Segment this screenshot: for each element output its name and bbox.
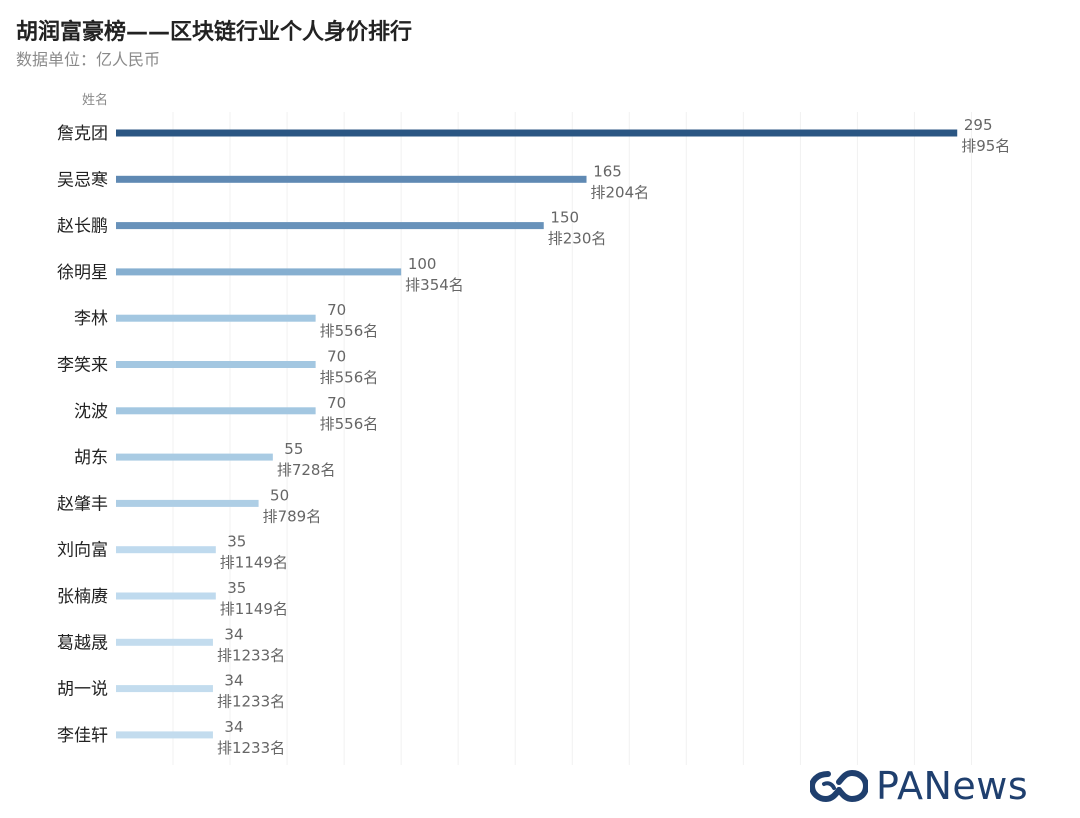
bar xyxy=(116,268,402,276)
value-label: 34 xyxy=(224,625,243,643)
brand-logo: PANews xyxy=(810,764,1028,808)
rank-label: 排95名 xyxy=(961,137,1010,155)
bar xyxy=(116,546,216,554)
category-label: 李林 xyxy=(74,309,108,329)
rank-label: 排556名 xyxy=(320,415,379,433)
category-label: 李佳轩 xyxy=(57,726,108,746)
brand-name: PANews xyxy=(876,764,1029,808)
rank-label: 排789名 xyxy=(263,507,322,525)
category-label: 赵长鹏 xyxy=(57,217,108,237)
category-label: 李笑来 xyxy=(57,356,108,376)
value-label: 35 xyxy=(227,533,246,551)
bar xyxy=(116,453,273,461)
rank-label: 排354名 xyxy=(405,276,464,294)
value-label: 150 xyxy=(550,209,579,227)
rank-label: 排1149名 xyxy=(220,600,288,618)
bar xyxy=(116,175,587,183)
y-axis-label: 姓名 xyxy=(82,92,108,108)
bar xyxy=(116,361,316,368)
bar xyxy=(116,314,316,322)
category-label: 胡一说 xyxy=(57,680,108,700)
value-label: 100 xyxy=(408,255,437,273)
rank-label: 排556名 xyxy=(320,369,379,387)
category-label: 詹克团 xyxy=(57,124,108,144)
rank-label: 排556名 xyxy=(320,322,379,340)
category-label: 徐明星 xyxy=(57,263,108,283)
value-label: 165 xyxy=(593,162,622,180)
bar xyxy=(116,222,544,230)
value-label: 295 xyxy=(964,116,993,134)
category-label: 赵肇丰 xyxy=(57,494,108,514)
value-label: 34 xyxy=(224,672,243,690)
value-label: 70 xyxy=(327,394,346,412)
rank-label: 排230名 xyxy=(548,230,607,248)
bar xyxy=(116,731,213,739)
chart-title: 胡润富豪榜——区块链行业个人身价排行 xyxy=(16,20,413,45)
category-label: 胡东 xyxy=(74,448,108,468)
panews-logo-icon xyxy=(810,769,868,803)
bar xyxy=(116,407,316,415)
rank-label: 排204名 xyxy=(591,183,650,201)
bar xyxy=(116,592,216,600)
value-label: 50 xyxy=(270,486,289,504)
value-label: 55 xyxy=(284,440,303,458)
rank-label: 排1233名 xyxy=(217,646,285,664)
value-label: 34 xyxy=(224,718,243,736)
category-label: 吴忌寒 xyxy=(57,170,108,190)
bar xyxy=(116,499,259,507)
category-label: 沈波 xyxy=(74,402,108,422)
bar xyxy=(116,685,213,693)
bar xyxy=(116,129,958,137)
category-label: 张楠赓 xyxy=(57,587,108,607)
category-label: 葛越晟 xyxy=(57,633,108,653)
category-label: 刘向富 xyxy=(57,541,108,561)
rank-label: 排1233名 xyxy=(217,739,285,757)
rank-label: 排1233名 xyxy=(217,693,285,711)
value-label: 70 xyxy=(327,348,346,366)
bar xyxy=(116,638,213,646)
value-label: 70 xyxy=(327,301,346,319)
chart-subtitle: 数据单位：亿人民币 xyxy=(16,50,161,69)
value-label: 35 xyxy=(227,579,246,597)
rank-label: 排1149名 xyxy=(220,554,288,572)
rank-label: 排728名 xyxy=(277,461,336,479)
